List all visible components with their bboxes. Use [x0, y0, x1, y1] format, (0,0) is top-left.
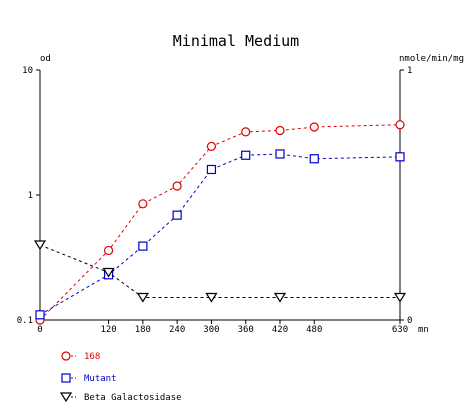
- right-axis-tick-label: 1: [407, 66, 412, 76]
- legend-label-2: Beta Galactosidase: [84, 393, 182, 403]
- axes: [39, 70, 401, 321]
- legend: 168 Mutant Beta Galactosidase: [59, 351, 182, 403]
- chart-title: Minimal Medium: [173, 32, 299, 50]
- ticks: 0 120 180 240 300 360 420 480 630 mn 0.1 1 10 0 1: [17, 66, 429, 335]
- series-1-point: [275, 149, 285, 159]
- series-0-point: [206, 141, 217, 151]
- series-1-point: [309, 154, 319, 164]
- left-axis-label: od: [40, 54, 51, 64]
- x-tick-label: 240: [169, 325, 185, 335]
- left-axis-tick-label: 1: [28, 191, 33, 201]
- series-0-point: [241, 127, 251, 137]
- series-1-point: [35, 310, 45, 320]
- series-2-point: [205, 292, 218, 303]
- x-axis-unit: mn: [418, 325, 429, 335]
- series-0-point: [172, 181, 182, 191]
- series-layer: [33, 120, 407, 325]
- x-tick-label: 120: [100, 325, 116, 335]
- x-tick-label: 180: [135, 325, 151, 335]
- legend-marker-0: [61, 351, 71, 361]
- x-tick-label: 300: [203, 325, 219, 335]
- series-line-0: [39, 124, 401, 321]
- x-tick-label: 360: [238, 325, 254, 335]
- series-2-point: [136, 292, 149, 303]
- series-0-point: [395, 120, 405, 130]
- x-tick-label: 480: [306, 325, 322, 335]
- legend-label-1: Mutant: [84, 374, 117, 384]
- series-1-point: [241, 150, 251, 160]
- series-0-point: [138, 199, 148, 209]
- x-tick-label: 0: [37, 325, 42, 335]
- series-line-1: [39, 153, 401, 316]
- x-tick-label: 630: [392, 325, 408, 335]
- series-0-point: [275, 125, 285, 136]
- left-axis-tick-label: 0.1: [17, 316, 33, 326]
- series-0-point: [103, 245, 114, 256]
- series-0-point: [309, 122, 319, 132]
- left-axis-tick-label: 10: [22, 66, 33, 76]
- legend-marker-2: [59, 392, 73, 403]
- x-tick-label: 420: [272, 325, 288, 335]
- series-1-point: [138, 241, 148, 251]
- legend-label-0: 168: [84, 352, 100, 362]
- right-axis-tick-label: 0: [407, 316, 412, 326]
- series-2-point: [393, 292, 407, 303]
- series-2-point: [273, 292, 287, 303]
- series-1-point: [172, 210, 182, 220]
- series-2-point: [33, 240, 47, 251]
- series-1-point: [395, 152, 405, 162]
- series-line-2: [39, 244, 400, 298]
- series-2-point: [102, 267, 115, 278]
- series-1-point: [206, 164, 217, 175]
- legend-marker-1: [61, 373, 71, 383]
- right-axis-label: nmole/min/mg: [399, 54, 464, 64]
